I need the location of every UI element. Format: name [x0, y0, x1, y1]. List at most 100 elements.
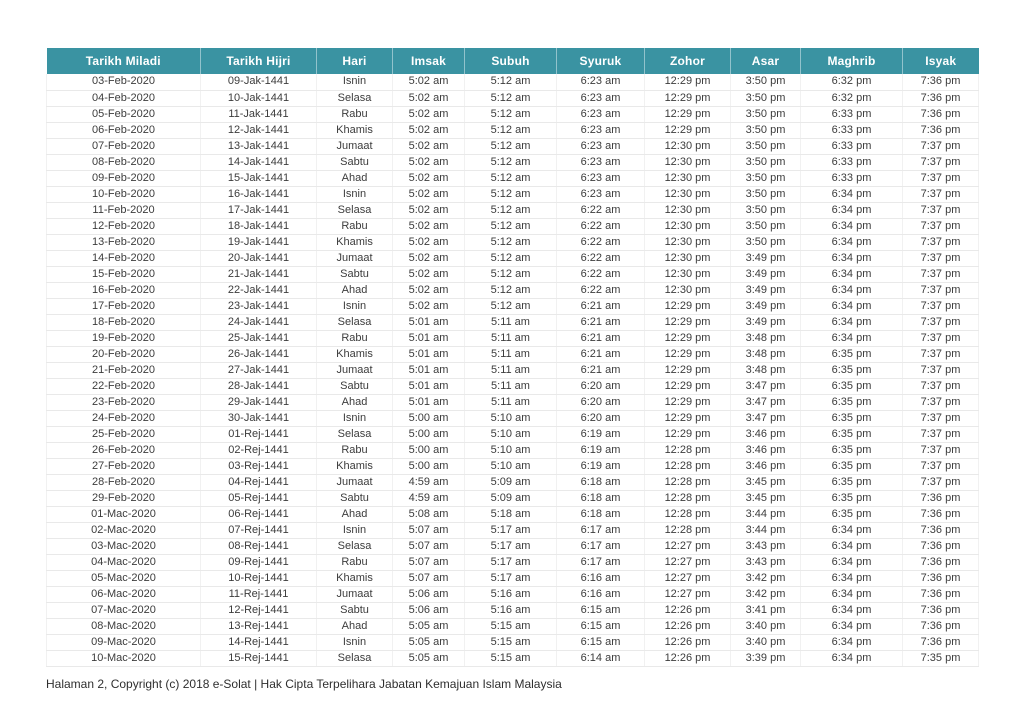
table-cell: 12:29 pm — [644, 74, 731, 91]
table-cell: Jumaat — [316, 474, 393, 491]
table-cell: 3:50 pm — [730, 202, 801, 219]
table-cell: 6:23 am — [556, 154, 645, 171]
table-cell: 12:29 pm — [644, 378, 731, 395]
table-cell: Sabtu — [316, 378, 393, 395]
table-cell: 5:02 am — [392, 90, 465, 107]
table-cell: 12:29 pm — [644, 314, 731, 331]
table-cell: 12:29 pm — [644, 362, 731, 379]
table-cell: 12-Feb-2020 — [46, 218, 201, 235]
table-cell: 5:11 am — [464, 346, 557, 363]
table-row: 19-Feb-2020 25-Jak-1441 Rabu 5:01 am 5:11 am… — [46, 330, 979, 347]
table-cell: 15-Jak-1441 — [200, 170, 317, 187]
table-cell: 5:05 am — [392, 650, 465, 667]
table-cell: 10-Jak-1441 — [200, 90, 317, 107]
table-cell: 5:12 am — [464, 250, 557, 267]
table-cell: 5:15 am — [464, 650, 557, 667]
table-cell: 13-Feb-2020 — [46, 234, 201, 251]
table-cell: 5:01 am — [392, 314, 465, 331]
column-header-tarikh-hijri: Tarikh Hijri — [200, 48, 317, 74]
table-cell: Ahad — [316, 506, 393, 523]
table-cell: 5:16 am — [464, 602, 557, 619]
page-footer: Halaman 2, Copyright (c) 2018 e-Solat | … — [46, 677, 562, 691]
table-cell: 3:43 pm — [730, 554, 801, 571]
table-cell: 03-Rej-1441 — [200, 458, 317, 475]
table-cell: 5:09 am — [464, 490, 557, 507]
table-cell: 14-Feb-2020 — [46, 250, 201, 267]
table-cell: 7:37 pm — [902, 298, 979, 315]
table-row: 09-Feb-2020 15-Jak-1441 Ahad 5:02 am 5:12 am… — [46, 170, 979, 187]
table-cell: 7:37 pm — [902, 234, 979, 251]
table-cell: 12:28 pm — [644, 474, 731, 491]
table-cell: 7:37 pm — [902, 314, 979, 331]
table-cell: 7:36 pm — [902, 522, 979, 539]
table-cell: 5:01 am — [392, 378, 465, 395]
table-cell: 5:01 am — [392, 346, 465, 363]
table-cell: 10-Feb-2020 — [46, 186, 201, 203]
table-cell: 6:34 pm — [800, 554, 903, 571]
table-cell: Sabtu — [316, 490, 393, 507]
table-cell: 5:15 am — [464, 618, 557, 635]
table-cell: 6:35 pm — [800, 426, 903, 443]
table-cell: 5:08 am — [392, 506, 465, 523]
table-cell: 12:29 pm — [644, 394, 731, 411]
table-cell: 5:12 am — [464, 74, 557, 91]
table-cell: 6:22 am — [556, 234, 645, 251]
table-cell: 13-Jak-1441 — [200, 138, 317, 155]
table-cell: 5:17 am — [464, 522, 557, 539]
table-cell: 3:46 pm — [730, 426, 801, 443]
table-cell: 5:10 am — [464, 426, 557, 443]
table-row: 13-Feb-2020 19-Jak-1441 Khamis 5:02 am 5:12 … — [46, 234, 979, 251]
table-cell: 7:36 pm — [902, 634, 979, 651]
table-cell: 04-Mac-2020 — [46, 554, 201, 571]
table-cell: 5:02 am — [392, 202, 465, 219]
column-header-asar: Asar — [730, 48, 801, 74]
table-cell: 6:34 pm — [800, 298, 903, 315]
table-cell: 3:42 pm — [730, 570, 801, 587]
table-cell: 6:23 am — [556, 186, 645, 203]
table-cell: 5:07 am — [392, 538, 465, 555]
table-cell: 20-Jak-1441 — [200, 250, 317, 267]
table-cell: 5:12 am — [464, 138, 557, 155]
table-cell: 7:36 pm — [902, 618, 979, 635]
table-cell: 27-Feb-2020 — [46, 458, 201, 475]
table-cell: 09-Rej-1441 — [200, 554, 317, 571]
table-cell: 5:00 am — [392, 442, 465, 459]
table-cell: 6:34 pm — [800, 570, 903, 587]
table-cell: 5:12 am — [464, 90, 557, 107]
table-row: 12-Feb-2020 18-Jak-1441 Rabu 5:02 am 5:12 am… — [46, 218, 979, 235]
table-cell: 6:34 pm — [800, 634, 903, 651]
table-cell: 5:07 am — [392, 522, 465, 539]
table-cell: Ahad — [316, 618, 393, 635]
table-cell: 7:37 pm — [902, 250, 979, 267]
table-cell: 15-Feb-2020 — [46, 266, 201, 283]
table-cell: 6:35 pm — [800, 490, 903, 507]
table-cell: 5:02 am — [392, 250, 465, 267]
table-cell: 6:21 am — [556, 362, 645, 379]
table-cell: 19-Jak-1441 — [200, 234, 317, 251]
table-row: 11-Feb-2020 17-Jak-1441 Selasa 5:02 am 5:12 … — [46, 202, 979, 219]
table-cell: 6:23 am — [556, 90, 645, 107]
table-cell: 28-Jak-1441 — [200, 378, 317, 395]
table-cell: 22-Feb-2020 — [46, 378, 201, 395]
table-cell: 5:12 am — [464, 266, 557, 283]
table-cell: Khamis — [316, 234, 393, 251]
table-cell: 3:41 pm — [730, 602, 801, 619]
table-cell: 5:15 am — [464, 634, 557, 651]
table-cell: 6:20 am — [556, 410, 645, 427]
table-cell: Ahad — [316, 394, 393, 411]
table-row: 01-Mac-2020 06-Rej-1441 Ahad 5:08 am 5:18 am… — [46, 506, 979, 523]
table-cell: 6:32 pm — [800, 90, 903, 107]
table-cell: 5:12 am — [464, 106, 557, 123]
table-cell: 5:05 am — [392, 634, 465, 651]
table-cell: 12:27 pm — [644, 570, 731, 587]
table-cell: 6:22 am — [556, 266, 645, 283]
table-row: 27-Feb-2020 03-Rej-1441 Khamis 5:00 am 5:10 … — [46, 458, 979, 475]
table-cell: 17-Jak-1441 — [200, 202, 317, 219]
table-cell: 6:33 pm — [800, 154, 903, 171]
table-cell: 3:49 pm — [730, 314, 801, 331]
table-cell: 5:02 am — [392, 170, 465, 187]
table-cell: 6:23 am — [556, 106, 645, 123]
table-cell: 15-Rej-1441 — [200, 650, 317, 667]
table-cell: 7:37 pm — [902, 138, 979, 155]
table-cell: 7:36 pm — [902, 106, 979, 123]
